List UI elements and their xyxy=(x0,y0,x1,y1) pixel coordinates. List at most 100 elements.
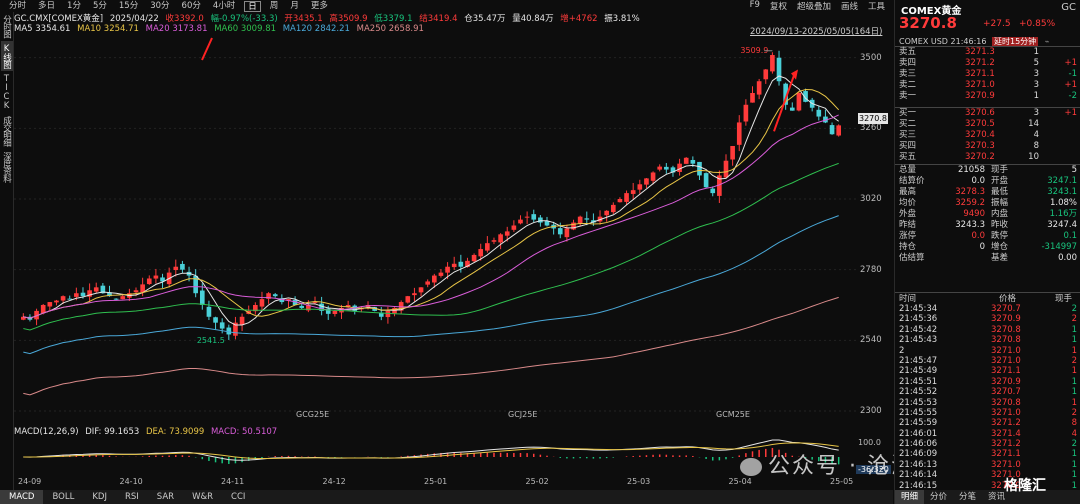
candle-body xyxy=(146,278,152,285)
candle-body xyxy=(385,310,391,318)
sells-label: 卖四 xyxy=(899,58,917,68)
chart-mini-icon[interactable]: ⌁ xyxy=(1044,37,1050,46)
contract-label: GCG25E xyxy=(296,410,329,419)
timeframe-1[interactable]: 多日 xyxy=(38,0,56,11)
candle-body xyxy=(531,214,537,220)
date-range-label[interactable]: 2024/09/13-2025/05/05(164日) xyxy=(750,27,883,37)
sells-row: 卖四 3271.2 5 +1 xyxy=(895,58,1080,69)
tick-price: 3271.0 xyxy=(991,345,1021,356)
stat-value: 0.00 xyxy=(1058,253,1077,263)
ma5-label: MA5 3354.61 xyxy=(14,24,71,34)
timeframe-11[interactable]: 更多 xyxy=(310,0,328,11)
tick-row: 21:46:06 3271.2 2 xyxy=(895,439,1080,449)
candle-body xyxy=(471,254,477,262)
ma120-label: MA120 2842.21 xyxy=(282,24,350,34)
toolbar-item-0[interactable]: F9 xyxy=(749,0,760,10)
ma-info-bar: MA5 3354.61 MA10 3254.71 MA20 3173.81 MA… xyxy=(14,24,894,36)
timeframe-4[interactable]: 15分 xyxy=(118,0,139,11)
candle-body xyxy=(823,116,828,123)
candle-body xyxy=(776,57,782,82)
left-tab-4[interactable]: 深度资料 xyxy=(1,151,12,182)
indicator-tab-3[interactable]: RSI xyxy=(124,492,139,502)
oi-label: 仓35.47万 xyxy=(464,14,506,24)
candle-body xyxy=(557,228,563,235)
timeframe-5[interactable]: 30分 xyxy=(150,0,170,11)
sells-row: 卖一 3270.9 1 -2 xyxy=(895,91,1080,102)
ma60-label: MA60 3009.81 xyxy=(214,24,277,34)
tick-time: 21:45:34 xyxy=(899,304,938,314)
macd-chart[interactable] xyxy=(14,437,856,477)
tick-price: 3271.2 xyxy=(991,418,1021,429)
tick-row: 2 3271.0 1 xyxy=(895,346,1080,356)
candle-body xyxy=(670,167,676,173)
left-tab-0[interactable]: 分时图 xyxy=(1,15,12,38)
indicator-tab-4[interactable]: SAR xyxy=(156,492,175,502)
panel-tab-3[interactable]: 资讯 xyxy=(988,492,1006,502)
left-view-tabs: 分时图 K线图 TICK 成交明细深度资料 xyxy=(0,12,14,490)
candle-body xyxy=(518,219,523,224)
candle-body xyxy=(485,243,490,251)
timeframe-9[interactable]: 周 xyxy=(269,0,279,11)
indicator-tab-0[interactable]: MACD xyxy=(0,490,44,504)
candle-body xyxy=(80,292,86,297)
panel-tabs: 明细 分价 分笔 资讯 xyxy=(895,490,1080,504)
left-tab-3[interactable]: 成交明细 xyxy=(1,115,12,146)
candle-body xyxy=(829,125,835,135)
buys-vol: 8 xyxy=(1033,141,1039,151)
candle-body xyxy=(451,263,457,268)
indicator-tab-1[interactable]: BOLL xyxy=(52,492,75,502)
candle-body xyxy=(87,290,92,297)
buys-price: 3270.6 xyxy=(965,108,995,118)
candle-body xyxy=(584,218,590,220)
toolbar-item-1[interactable]: 复权 xyxy=(769,2,787,12)
indicator-tab-2[interactable]: KDJ xyxy=(92,492,107,502)
buys-vol: 14 xyxy=(1028,119,1039,129)
stats-row: 均价 3259.2 振幅 1.08% xyxy=(895,198,1080,209)
red-arrow-head xyxy=(791,69,798,80)
candle-body xyxy=(538,217,543,223)
candle-body xyxy=(664,166,669,170)
timeframe-3[interactable]: 5分 xyxy=(92,0,107,11)
panel-tab-1[interactable]: 分价 xyxy=(930,492,948,502)
candle-body xyxy=(438,272,444,276)
candle-body xyxy=(286,299,291,301)
timeframe-0[interactable]: 分时 xyxy=(9,0,27,11)
tick-price: 3270.7 xyxy=(991,304,1021,314)
tick-row: 21:46:13 3271.0 1 xyxy=(895,460,1080,470)
candle-body xyxy=(34,310,39,320)
stat-value: 3247.4 xyxy=(1047,220,1077,230)
x-tick-1: 24-10 xyxy=(119,477,143,486)
sells-chg: +1 xyxy=(1064,80,1077,90)
timeframe-2[interactable]: 1分 xyxy=(67,0,81,11)
tick-list[interactable]: 时间 价格 现手 21:45:34 3270.7 2 21:45:36 3270.9 2 2… xyxy=(895,294,1080,501)
indicator-tab-6[interactable]: CCI xyxy=(231,492,246,502)
left-tab-2[interactable]: TICK xyxy=(1,73,12,110)
tick-vol: 4 xyxy=(1071,428,1077,439)
toolbar-item-4[interactable]: 工具 xyxy=(867,2,885,12)
timeframe-7[interactable]: 4小时 xyxy=(212,0,236,11)
candle-body xyxy=(431,275,437,283)
stats-row: 估结算 基差 0.00 xyxy=(895,253,1080,264)
stat-value: 9490 xyxy=(963,209,985,219)
candle-body xyxy=(498,234,503,243)
timeframe-10[interactable]: 月 xyxy=(290,0,299,11)
indicator-tab-5[interactable]: W&R xyxy=(192,492,214,502)
stat-value: 0.0 xyxy=(971,176,985,186)
stats-row: 持仓 0 增仓 -314997 xyxy=(895,242,1080,253)
timeframe-6[interactable]: 60分 xyxy=(181,0,201,11)
settle-label: 结3419.4 xyxy=(419,14,458,24)
candle-body xyxy=(74,293,79,297)
toolbar-item-3[interactable]: 画线 xyxy=(840,2,858,12)
y-tick-3: 2780 xyxy=(860,264,882,275)
tick-row: 21:45:34 3270.7 2 xyxy=(895,304,1080,314)
left-tab-1[interactable]: K线图 xyxy=(0,40,13,71)
timeframe-8[interactable]: 日 xyxy=(244,0,261,12)
kline-chart[interactable]: 3509.9 2541.5 GCG25E GCJ25E GCM25E xyxy=(14,36,856,421)
panel-tab-2[interactable]: 分笔 xyxy=(959,492,977,502)
toolbar-item-2[interactable]: 超级叠加 xyxy=(796,2,831,12)
candle-body xyxy=(140,284,145,293)
y-tick-0: 3500 xyxy=(860,52,882,63)
panel-tab-0[interactable]: 明细 xyxy=(895,490,925,504)
stats-row: 结算价 0.0 开盘 3247.1 xyxy=(895,176,1080,187)
buy-orderbook: 买一 3270.6 3 +1 买二 3270.5 14 买三 3270.4 4 买四 3270.3 8 买… xyxy=(895,108,1080,163)
